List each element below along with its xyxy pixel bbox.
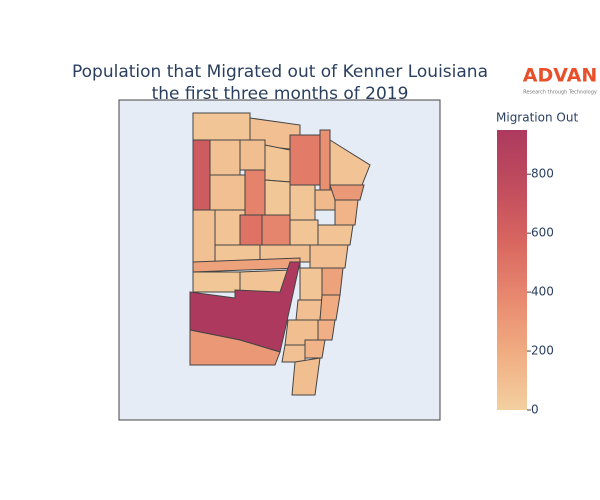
region (291, 357, 321, 396)
region (289, 219, 319, 246)
colorbar-tick-label: 400 (531, 285, 554, 299)
region (239, 214, 263, 246)
logo: ADVAN (523, 65, 598, 87)
region (192, 139, 211, 211)
region (329, 184, 365, 201)
region (281, 344, 306, 363)
region (244, 169, 266, 216)
colorbar-title: Migration Out (496, 111, 578, 125)
region (334, 199, 359, 226)
region (261, 214, 291, 246)
colorbar-tick-label: 600 (531, 226, 554, 240)
region (239, 139, 266, 171)
region (299, 267, 323, 301)
region (189, 329, 281, 366)
region (321, 267, 344, 296)
region (314, 189, 336, 211)
region (304, 339, 326, 359)
region (264, 179, 291, 216)
logo-tagline: Research through Technology (523, 90, 597, 96)
region (319, 294, 341, 321)
region (192, 112, 251, 141)
colorbar-tick-label: 800 (531, 167, 554, 181)
region (319, 129, 331, 191)
region (317, 224, 354, 246)
region (264, 144, 291, 183)
regions (189, 112, 371, 396)
region (309, 244, 349, 269)
region (192, 271, 241, 293)
region (192, 209, 216, 263)
region (295, 299, 323, 321)
region (289, 134, 321, 186)
title-line: Population that Migrated out of Kenner L… (72, 62, 488, 82)
region (317, 319, 336, 341)
region (209, 174, 246, 211)
colorbar-tick-label: 200 (531, 344, 554, 358)
region (289, 184, 316, 221)
title-line: the first three months of 2019 (152, 84, 409, 104)
colorbar-tick-label: 0 (531, 403, 539, 417)
colorbar (497, 130, 527, 410)
region (209, 139, 241, 176)
